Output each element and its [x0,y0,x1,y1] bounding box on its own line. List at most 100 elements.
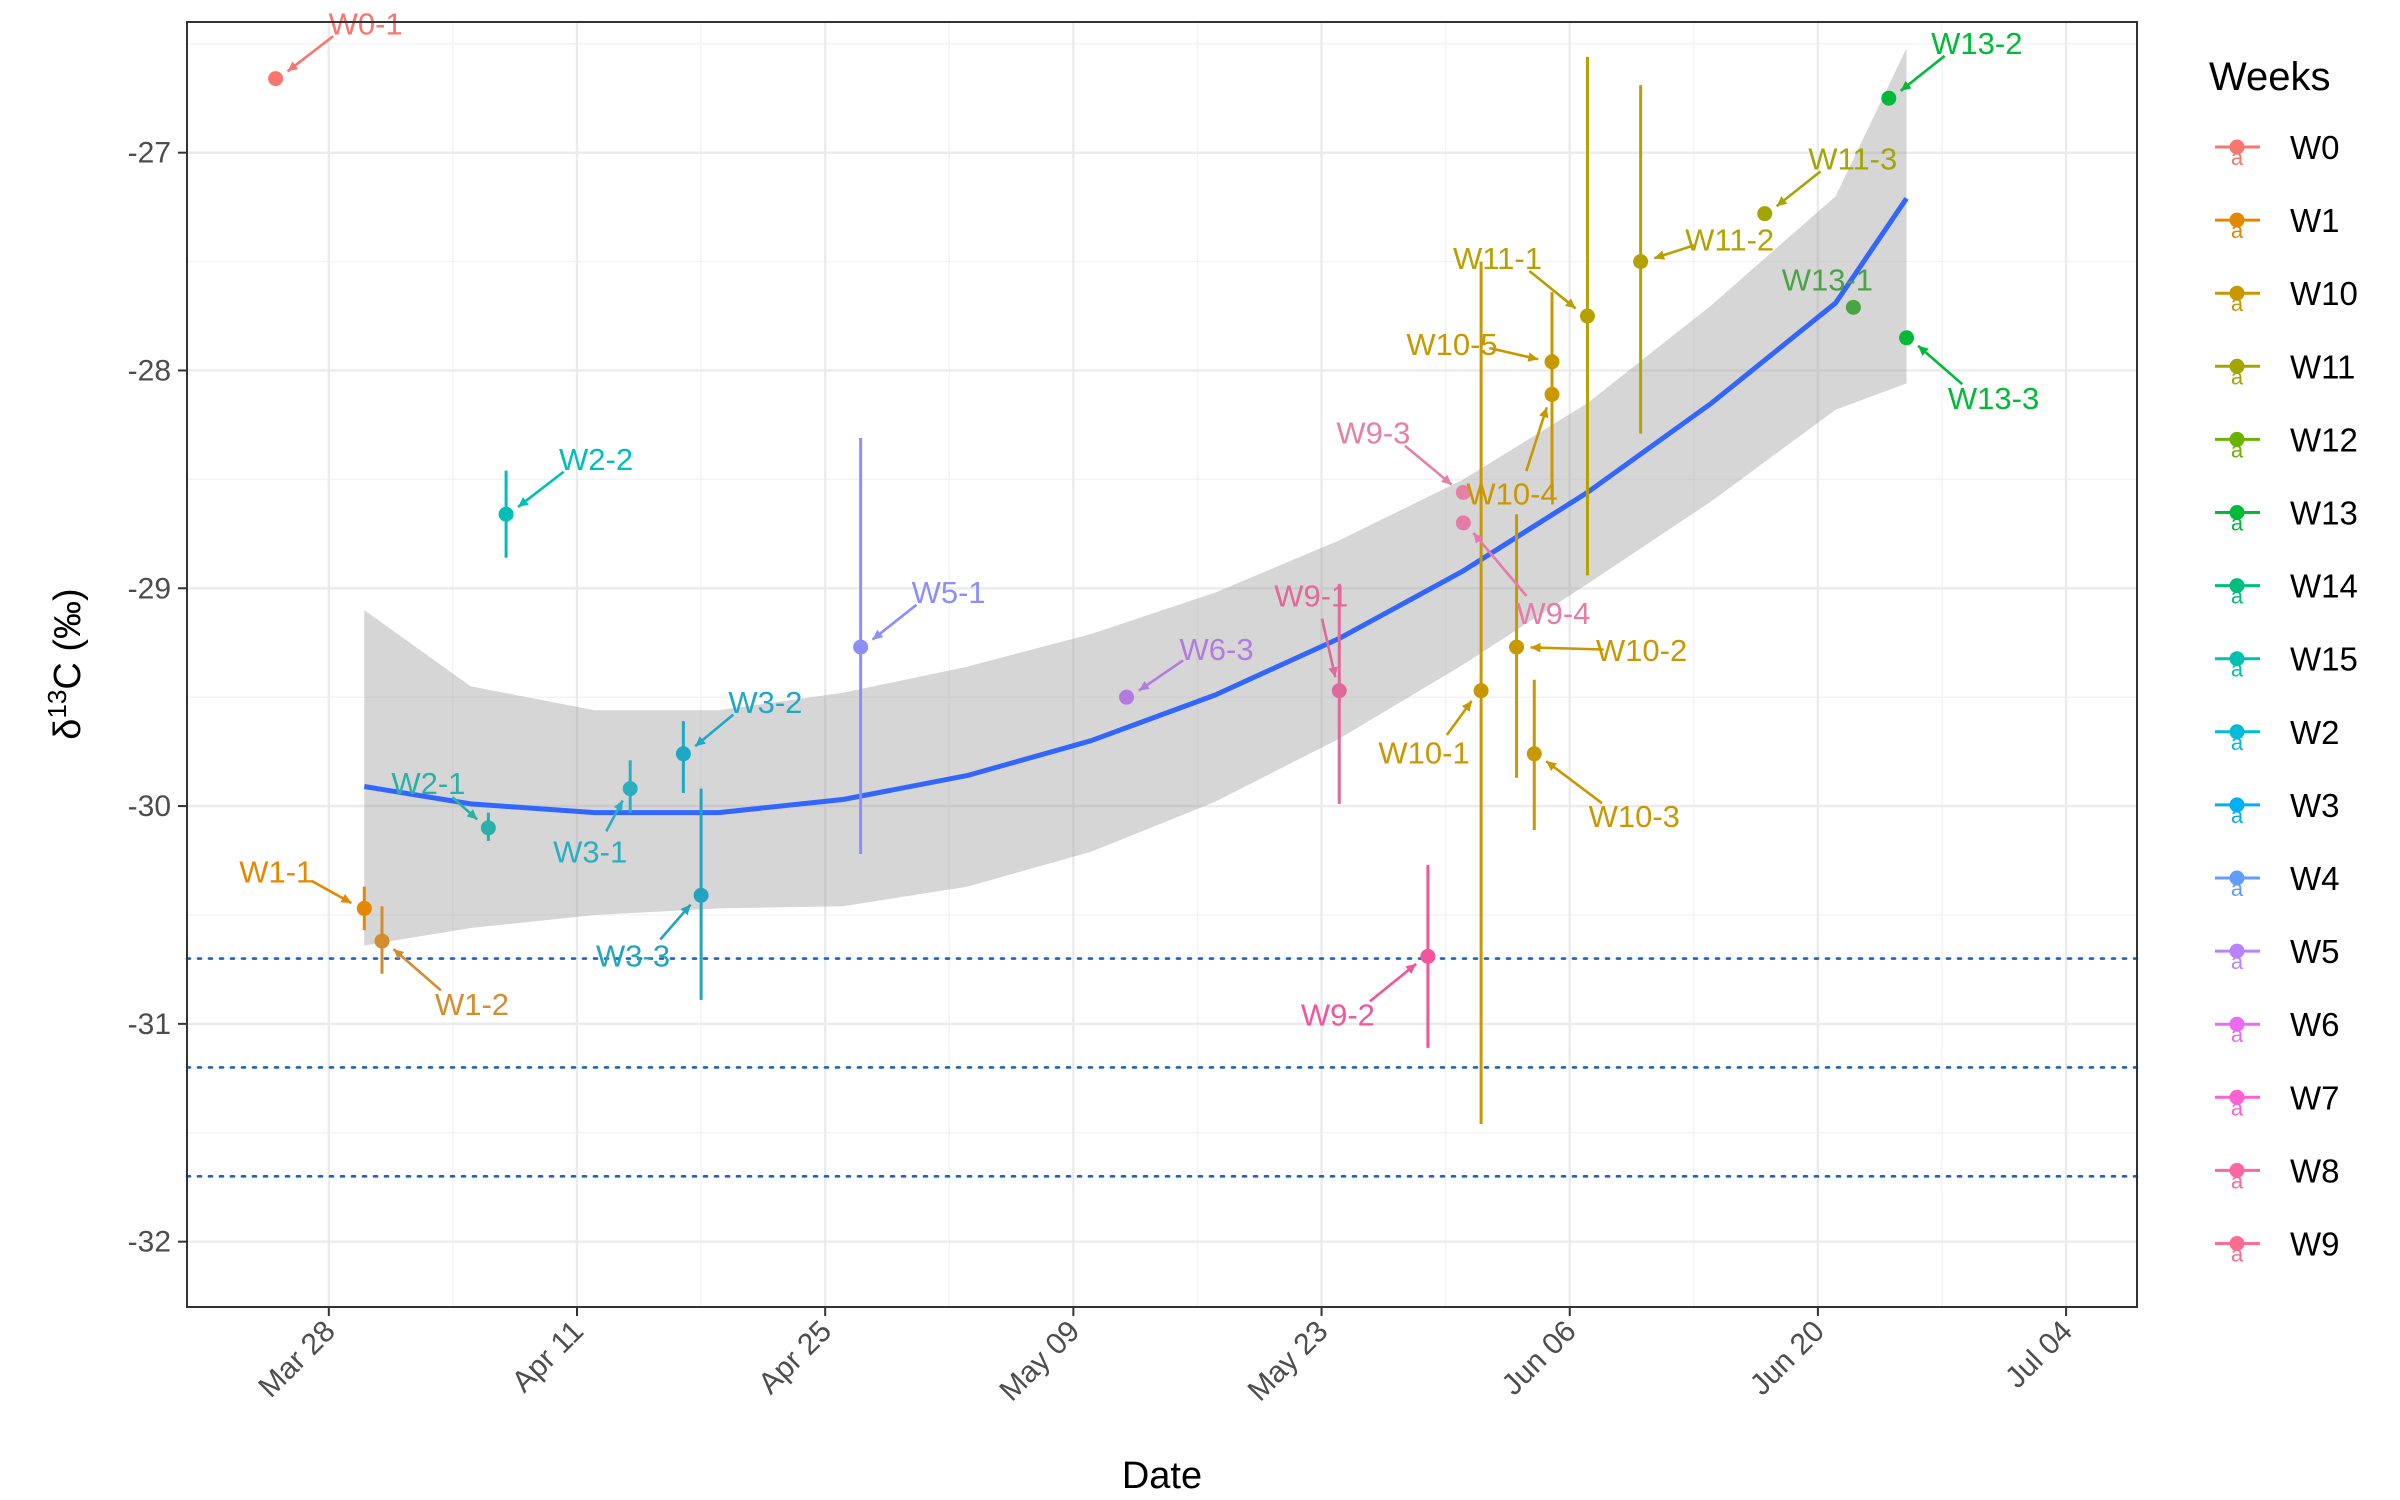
legend-key-glyph: a [2231,511,2244,536]
legend-key-point [2229,724,2245,740]
legend-item-w15: a W15 [2215,641,2358,682]
label-arrowhead-w10-4 [1539,407,1549,419]
legend: a W0 a W1 a W10 a W11 a W12 a W13 a W14 a W15 a W2 a W3 a W4 a… [2215,129,2358,1267]
label-arrowhead-w2-1 [466,809,478,820]
y-tick-label: -27 [128,137,171,170]
point-w11-3 [1757,206,1773,222]
label-connector-w1-2 [392,948,442,992]
legend-label: W0 [2290,129,2340,166]
label-arrowhead-w3-1 [613,800,623,812]
point-w6-3 [1119,689,1135,705]
point-w10-4 [1544,386,1560,402]
legend-item-w12: a W12 [2215,421,2358,462]
legend-key-glyph: a [2231,1022,2244,1047]
legend-label: W9 [2290,1226,2340,1263]
legend-item-w6: a W6 [2215,1006,2340,1047]
legend-item-w10: a W10 [2215,275,2358,316]
legend-label: W14 [2290,568,2358,605]
point-label-w11-2: W11-2 [1685,223,1774,258]
legend-label: W5 [2290,933,2340,970]
legend-key-glyph: a [2231,364,2244,389]
legend-label: W1 [2290,202,2340,239]
legend-label: W4 [2290,860,2340,897]
point-w10-2 [1509,639,1525,655]
legend-key-point [2229,1236,2245,1251]
point-w3-1 [622,781,638,797]
legend-key-point [2229,1089,2245,1105]
legend-key-point [2229,285,2245,301]
legend-key-point [2229,358,2245,374]
point-w10-3 [1526,746,1542,762]
plot-panel [187,22,2137,1307]
label-arrowhead-w9-4 [1473,532,1484,544]
y-tick-label: -28 [128,354,171,387]
legend-item-w9: a W9 [2215,1226,2340,1267]
point-label-w9-2: W9-2 [1301,997,1375,1032]
point-w9-4 [1455,515,1471,531]
legend-label: W10 [2290,275,2358,312]
label-arrowhead-w10-1 [1461,700,1472,712]
legend-label: W11 [2290,348,2355,385]
legend-key-glyph: a [2231,1095,2244,1120]
legend-key-point [2229,651,2245,667]
point-w9-1 [1331,683,1347,699]
legend-key-point [2229,943,2245,959]
point-w5-1 [853,639,869,655]
point-w11-2 [1633,254,1649,270]
point-w10-5 [1544,354,1560,370]
legend-key-glyph: a [2231,437,2244,462]
label-arrowhead-w11-1 [1565,298,1576,309]
point-labels: W0-1 W1-1 W1-2 W2-1 W2-2 W3-1 W3-2 W3-3 W5-1 W6-3… [239,7,2039,1033]
legend-key-glyph: a [2231,584,2244,609]
point-w3-3 [693,887,709,903]
label-arrowhead-w2-2 [518,497,529,507]
label-arrowhead-w9-2 [1405,963,1417,974]
point-label-w10-2: W10-2 [1596,633,1687,668]
point-label-w9-4: W9-4 [1516,596,1590,631]
legend-label: W6 [2290,1006,2340,1043]
legend-key-glyph: a [2231,730,2244,755]
label-arrowhead-w1-1 [340,894,352,903]
point-label-w13-2: W13-2 [1931,26,2022,61]
legend-key-point [2229,870,2245,886]
x-axis-title: Date [1122,1455,1202,1497]
label-arrowhead-w0-1 [287,61,299,72]
label-arrowhead-w1-2 [393,949,405,960]
legend-key-glyph: a [2231,145,2244,170]
point-w13-3 [1899,330,1915,346]
legend-label: W7 [2290,1079,2340,1116]
y-tick-label: -29 [128,572,171,605]
legend-item-w0: a W0 [2215,129,2340,170]
point-w3-2 [675,746,691,762]
plot-panel-border [186,21,2138,1308]
legend-key-point [2229,1162,2245,1178]
point-label-w0-1: W0-1 [329,7,403,42]
legend-label: W15 [2290,641,2358,678]
point-label-w13-3: W13-3 [1948,381,2039,416]
legend-key-point [2229,212,2245,228]
legend-item-w13: a W13 [2215,495,2358,536]
label-arrowhead-w9-3 [1441,474,1452,485]
label-connector-w9-3 [1404,444,1453,486]
legend-key-point [2229,139,2245,155]
legend-label: W13 [2290,495,2358,532]
point-w9-2 [1420,948,1436,964]
major-gridlines [187,22,2137,1307]
point-label-w10-5: W10-5 [1406,327,1497,362]
point-label-w5-1: W5-1 [912,575,986,610]
label-arrowhead-w11-3 [1776,196,1788,207]
label-arrowhead-w5-1 [872,629,884,640]
legend-item-w2: a W2 [2215,714,2340,755]
label-arrowhead-w10-5 [1527,352,1539,362]
legend-item-w3: a W3 [2215,787,2340,828]
point-w1-1 [356,900,372,916]
point-w2-1 [480,820,496,836]
legend-key-glyph: a [2231,291,2244,316]
point-w2-2 [498,506,514,522]
legend-item-w14: a W14 [2215,568,2358,609]
label-arrowhead-w6-3 [1138,681,1150,691]
legend-label: W12 [2290,421,2358,458]
label-arrowhead-w13-2 [1900,80,1912,91]
legend-label: W2 [2290,714,2340,751]
